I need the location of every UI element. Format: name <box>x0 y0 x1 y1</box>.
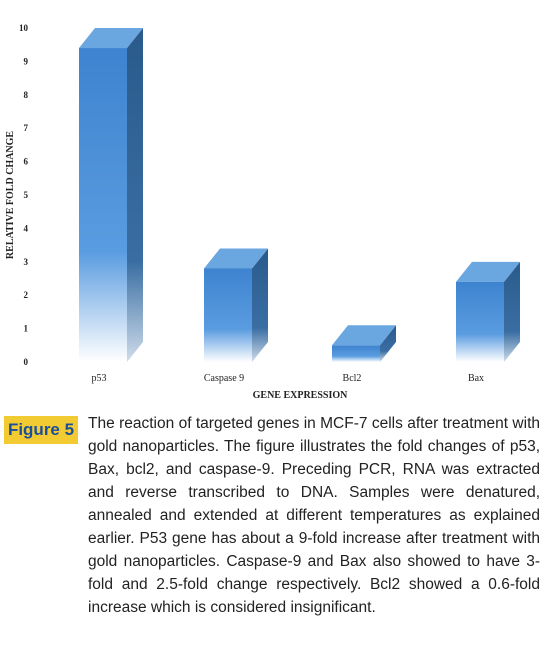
bar-front <box>456 281 504 362</box>
bar-top <box>204 248 268 269</box>
x-axis-title: GENE EXPRESSION <box>253 390 349 401</box>
bar-chart: 0 1 2 3 4 5 6 7 8 9 10 p53 Caspase 9 Bcl2 Bax GENE EX… <box>5 23 520 401</box>
bar-side <box>252 248 268 362</box>
y-tick-label: 6 <box>24 157 29 167</box>
y-axis-title: RELATIVE FOLD CHANGE <box>5 131 16 259</box>
y-tick-label: 3 <box>24 257 29 267</box>
x-category-label: Caspase 9 <box>204 373 244 384</box>
bar-side <box>504 261 520 362</box>
y-tick-label: 2 <box>24 290 29 300</box>
y-axis-ticks: 0 1 2 3 4 5 6 7 8 9 10 <box>19 23 29 367</box>
x-category-label: Bcl2 <box>343 373 362 384</box>
bar-top <box>456 261 520 282</box>
y-tick-label: 5 <box>24 190 29 200</box>
bar-front <box>79 48 127 362</box>
bar-side <box>380 325 396 362</box>
y-tick-label: 7 <box>24 123 29 133</box>
bar-top <box>79 28 143 49</box>
y-tick-label: 1 <box>24 324 29 334</box>
y-tick-label: 4 <box>24 223 29 233</box>
bar <box>332 325 396 362</box>
bar <box>79 28 143 362</box>
x-category-label: Bax <box>468 373 484 384</box>
x-category-label: p53 <box>92 373 107 384</box>
y-tick-label: 0 <box>24 357 29 367</box>
figure-label: Figure 5 <box>4 416 78 444</box>
caption-text: The reaction of targeted genes in MCF-7 … <box>88 415 540 616</box>
bar-side <box>127 28 143 362</box>
bar-front <box>332 345 380 362</box>
bar-front <box>204 268 252 362</box>
y-tick-label: 9 <box>24 56 29 66</box>
bars <box>79 28 520 362</box>
y-tick-label: 10 <box>19 23 29 33</box>
y-tick-label: 8 <box>24 90 29 100</box>
figure-caption: Figure 5 The reaction of targeted genes … <box>0 412 548 619</box>
bar <box>204 248 268 362</box>
bar <box>456 261 520 362</box>
bar-top <box>332 325 396 346</box>
x-axis-labels: p53 Caspase 9 Bcl2 Bax <box>92 373 485 384</box>
